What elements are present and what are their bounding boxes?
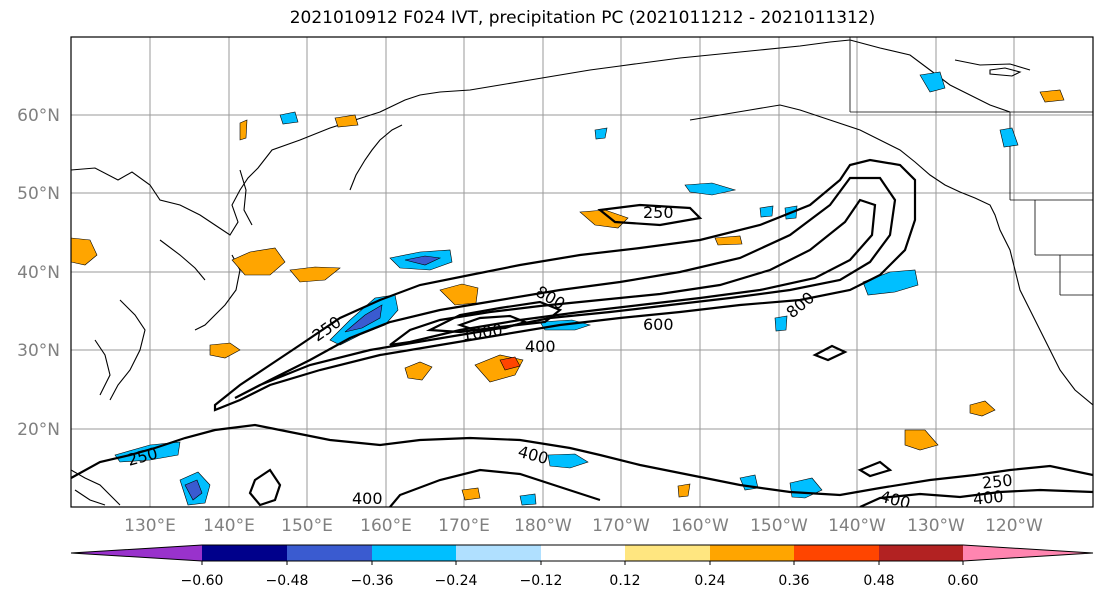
contour-small-1 bbox=[812, 344, 848, 362]
map-title: 2021010912 F024 IVT, precipitation PC (2… bbox=[289, 8, 876, 28]
lat-label: 40°N bbox=[17, 263, 60, 283]
map-border bbox=[70, 36, 1094, 508]
contour-small-3 bbox=[248, 468, 282, 507]
contour-250-north bbox=[597, 203, 703, 227]
lon-label: 130°E bbox=[124, 516, 176, 536]
colorbar-segment bbox=[372, 545, 456, 561]
colorbar-tick-label: 0.60 bbox=[947, 573, 978, 589]
colorbar-segment bbox=[456, 545, 541, 561]
lat-label: 20°N bbox=[17, 420, 60, 440]
lon-label: 160°E bbox=[360, 516, 412, 536]
colorbar-extend-high bbox=[963, 545, 1093, 561]
gridlines bbox=[71, 37, 1093, 507]
contour-south bbox=[71, 423, 1093, 497]
colorbar-ticks: −0.60 −0.48 −0.36 −0.24 −0.12 0.12 0.24 … bbox=[181, 573, 979, 589]
colorbar-tick-label: 0.12 bbox=[609, 573, 640, 589]
lat-labels: 60°N 50°N 40°N 30°N 20°N bbox=[17, 106, 60, 440]
contour-label: 400 bbox=[352, 489, 383, 508]
contour-label: 400 bbox=[878, 487, 912, 513]
coastlines bbox=[71, 39, 1093, 506]
contour-250-jet bbox=[213, 158, 917, 412]
lon-labels: 130°E 140°E 150°E 160°E 170°E 180°W 170°… bbox=[124, 516, 1043, 536]
colorbar-segment bbox=[710, 545, 794, 561]
lon-label: 170°W bbox=[592, 516, 650, 536]
lon-label: 180°W bbox=[514, 516, 572, 536]
map-content: 250 800 250 1000 600 400 800 250 400 400… bbox=[71, 37, 1093, 513]
contour-label: 250 bbox=[643, 203, 674, 222]
colorbar-tick-label: −0.36 bbox=[351, 573, 394, 589]
colorbar-tick-label: 0.24 bbox=[694, 573, 725, 589]
colorbar-tick-label: −0.60 bbox=[181, 573, 224, 589]
colorbar-tick-label: 0.48 bbox=[863, 573, 894, 589]
lon-label: 140°E bbox=[203, 516, 255, 536]
contour-south-3 bbox=[859, 488, 1093, 507]
contour-label: 400 bbox=[525, 337, 556, 356]
colorbar-segment bbox=[794, 545, 879, 561]
colorbar-segment bbox=[287, 545, 372, 561]
colorbar-segment bbox=[541, 545, 625, 561]
contour-label: 400 bbox=[972, 487, 1004, 509]
contour-400-jet bbox=[234, 176, 897, 399]
precip-shading bbox=[71, 71, 1065, 506]
contour-small-2 bbox=[857, 460, 893, 478]
lon-label: 130°W bbox=[907, 516, 965, 536]
colorbar-extend-low bbox=[71, 545, 202, 561]
contour-1000 bbox=[456, 314, 529, 332]
ivt-contours bbox=[71, 158, 1093, 507]
lat-label: 50°N bbox=[17, 184, 60, 204]
colorbar-segment bbox=[879, 545, 963, 561]
lon-label: 170°E bbox=[438, 516, 490, 536]
lon-label: 150°W bbox=[750, 516, 808, 536]
contour-label: 250 bbox=[981, 471, 1013, 493]
colorbar-tick-label: −0.48 bbox=[266, 573, 309, 589]
lat-label: 60°N bbox=[17, 106, 60, 126]
colorbar-tick-label: 0.36 bbox=[778, 573, 809, 589]
colorbar bbox=[70, 544, 1094, 565]
colorbar-tick-label: −0.12 bbox=[520, 573, 563, 589]
colorbar-tick-label: −0.24 bbox=[435, 573, 478, 589]
contour-600-jet bbox=[389, 198, 877, 347]
lat-label: 30°N bbox=[17, 341, 60, 361]
contour-south-2 bbox=[389, 468, 601, 507]
contour-label: 600 bbox=[643, 315, 674, 334]
colorbar-segment bbox=[625, 545, 710, 561]
borders bbox=[849, 37, 1093, 296]
lon-label: 160°W bbox=[671, 516, 729, 536]
lon-label: 140°W bbox=[828, 516, 886, 536]
lon-label: 120°W bbox=[985, 516, 1043, 536]
colorbar-segment bbox=[202, 545, 287, 561]
lon-label: 150°E bbox=[281, 516, 333, 536]
